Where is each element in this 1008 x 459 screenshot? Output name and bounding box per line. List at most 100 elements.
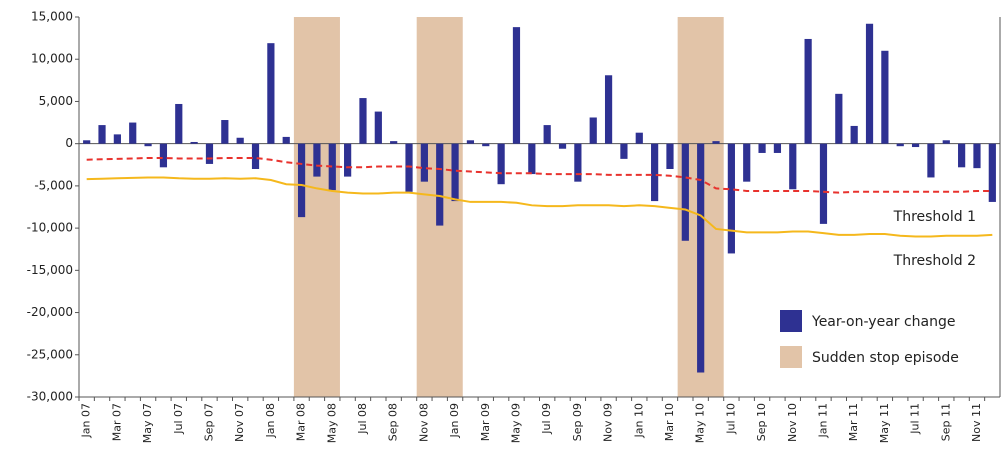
legend-swatch xyxy=(780,310,802,332)
bar xyxy=(83,140,91,144)
x-tick-label: Sep 10 xyxy=(755,403,768,441)
legend-swatch xyxy=(780,346,802,368)
bar xyxy=(236,137,244,144)
x-tick-label: Nov 08 xyxy=(417,403,430,442)
x-tick-label: Mar 10 xyxy=(663,403,676,441)
bar xyxy=(420,143,428,182)
y-tick-label: 10,000 xyxy=(31,52,73,66)
x-tick-label: Sep 08 xyxy=(387,403,400,441)
bar xyxy=(159,143,168,168)
legend-label: Sudden stop episode xyxy=(812,350,959,366)
y-tick-label: -5,000 xyxy=(34,178,73,192)
bar xyxy=(635,132,643,144)
bar xyxy=(804,38,812,144)
bar xyxy=(344,143,352,177)
bar xyxy=(558,143,567,149)
x-tick-label: Jan 07 xyxy=(80,403,93,438)
bar xyxy=(773,143,782,153)
x-tick-label: Jan 11 xyxy=(816,403,829,438)
bar xyxy=(896,143,904,147)
x-tick-label: Nov 07 xyxy=(233,403,246,442)
x-tick-label: Jul 11 xyxy=(909,403,922,435)
bar xyxy=(221,120,229,144)
threshold-line xyxy=(86,176,993,238)
x-tick-label: Jul 08 xyxy=(356,403,369,435)
x-tick-label: Sep 07 xyxy=(202,403,215,441)
bar xyxy=(512,27,521,144)
bar xyxy=(758,143,766,153)
bar xyxy=(604,75,613,144)
x-tick-label: Jan 08 xyxy=(264,403,277,438)
bar xyxy=(712,141,720,144)
x-tick-label: Jul 10 xyxy=(724,403,737,435)
bar xyxy=(881,50,889,144)
threshold-line xyxy=(86,157,993,194)
y-tick-label: -25,000 xyxy=(27,347,73,361)
x-tick-label: May 09 xyxy=(509,403,522,443)
x-tick-label: Nov 09 xyxy=(602,403,615,442)
line-label: Threshold 2 xyxy=(893,253,976,269)
bar xyxy=(651,143,659,202)
x-tick-label: Mar 09 xyxy=(479,403,492,441)
bar xyxy=(973,143,981,169)
bar xyxy=(98,125,106,144)
bar xyxy=(865,23,874,144)
bar xyxy=(313,143,321,177)
bar xyxy=(175,103,183,144)
bar xyxy=(666,143,674,169)
y-tick-label: 15,000 xyxy=(31,10,73,24)
bar xyxy=(589,117,597,144)
bar xyxy=(405,143,413,192)
x-tick-label: May 10 xyxy=(694,403,707,443)
x-tick-label: Sep 11 xyxy=(939,403,952,441)
bar xyxy=(297,143,306,218)
bar xyxy=(911,143,920,148)
bar xyxy=(819,143,828,224)
bar xyxy=(835,93,843,144)
bar xyxy=(543,125,551,144)
x-tick-label: May 11 xyxy=(878,403,891,443)
bar xyxy=(727,143,735,254)
bar xyxy=(958,143,966,168)
legend-label: Year-on-year change xyxy=(811,314,956,330)
bar xyxy=(359,98,367,144)
x-tick-label: Sep 09 xyxy=(571,403,584,441)
bar xyxy=(988,143,996,202)
bar xyxy=(574,143,582,182)
y-tick-label: -10,000 xyxy=(27,221,73,235)
bar xyxy=(282,136,290,144)
line-label: Threshold 1 xyxy=(893,209,976,225)
bar xyxy=(620,143,628,159)
x-tick-label: Mar 07 xyxy=(110,403,123,441)
bar xyxy=(927,143,935,178)
bar xyxy=(374,111,382,144)
x-tick-label: Jan 10 xyxy=(632,403,645,438)
x-tick-label: Nov 11 xyxy=(970,403,983,442)
bar xyxy=(451,143,459,202)
bar xyxy=(129,122,137,144)
x-tick-label: May 07 xyxy=(141,403,154,443)
y-tick-label: -30,000 xyxy=(27,390,73,404)
y-tick-label: 5,000 xyxy=(39,94,73,108)
bar xyxy=(482,143,490,147)
bar xyxy=(942,140,950,144)
x-tick-label: Mar 11 xyxy=(847,403,860,441)
x-tick-label: Jul 07 xyxy=(172,403,185,435)
bar xyxy=(390,141,398,144)
y-tick-label: 0 xyxy=(65,136,73,150)
x-tick-label: Jan 09 xyxy=(448,403,461,438)
bar xyxy=(850,125,858,144)
y-tick-label: -15,000 xyxy=(27,263,73,277)
bar xyxy=(267,43,275,144)
bar xyxy=(497,143,505,185)
x-tick-label: Mar 08 xyxy=(295,403,308,441)
bar xyxy=(190,141,198,144)
bar xyxy=(328,143,336,191)
y-tick-label: -20,000 xyxy=(27,305,73,319)
bar xyxy=(205,143,214,164)
x-tick-label: Nov 10 xyxy=(786,403,799,442)
bar xyxy=(113,134,121,144)
bar xyxy=(697,143,705,373)
x-tick-label: May 08 xyxy=(325,403,338,443)
